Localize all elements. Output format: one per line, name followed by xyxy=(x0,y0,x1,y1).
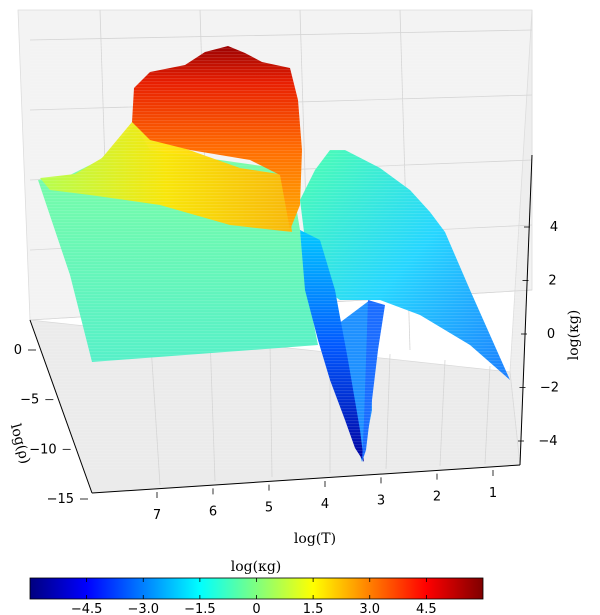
x-tick-label: 6 xyxy=(209,504,217,519)
y-tick-label: −10 xyxy=(29,442,56,457)
colorbar-tick-label: −3.0 xyxy=(127,602,159,615)
y-tick-label: 0 xyxy=(14,343,22,358)
z-tick-label: −2 xyxy=(540,381,559,396)
y-axis-ticks: 0 −5 −10 −15 xyxy=(14,343,88,507)
surface xyxy=(30,40,520,470)
box-edges xyxy=(29,154,533,494)
colorbar-tick-label: −4.5 xyxy=(71,602,103,615)
x-tick-label: 3 xyxy=(377,493,385,508)
z-tick-label: 2 xyxy=(548,274,556,289)
colorbar-tick-label: 3.0 xyxy=(359,602,380,615)
x-tick-label: 7 xyxy=(153,508,161,523)
x-axis-ticks: 7 6 5 4 3 2 1 xyxy=(153,470,497,523)
y-tick-label: −15 xyxy=(47,492,74,507)
colorbar-label: log(κg) xyxy=(231,559,282,575)
z-tick-label: 4 xyxy=(550,220,558,235)
z-tick-label: −4 xyxy=(538,434,557,449)
y-tick-label: −5 xyxy=(20,393,39,408)
colorbar-ticks: −4.5 −3.0 −1.5 0 1.5 3.0 4.5 xyxy=(71,578,437,615)
x-tick-label: 2 xyxy=(433,490,441,505)
x-tick-label: 5 xyxy=(265,501,273,516)
colorbar-tick-label: 4.5 xyxy=(416,602,437,615)
colorbar-tick-label: −1.5 xyxy=(184,602,216,615)
y-axis-label: log(ρ) xyxy=(7,422,33,466)
surface-hatching xyxy=(30,40,520,470)
z-tick-label: 0 xyxy=(547,327,555,342)
x-tick-label: 1 xyxy=(489,486,497,501)
z-axis-label: log(κg) xyxy=(566,310,582,361)
colorbar-tick-label: 0 xyxy=(252,602,260,615)
z-axis-ticks: 4 2 0 −2 −4 xyxy=(518,220,559,449)
x-axis-label: log(T) xyxy=(294,531,336,547)
x-tick-label: 4 xyxy=(321,497,329,512)
colorbar-tick-label: 1.5 xyxy=(303,602,324,615)
